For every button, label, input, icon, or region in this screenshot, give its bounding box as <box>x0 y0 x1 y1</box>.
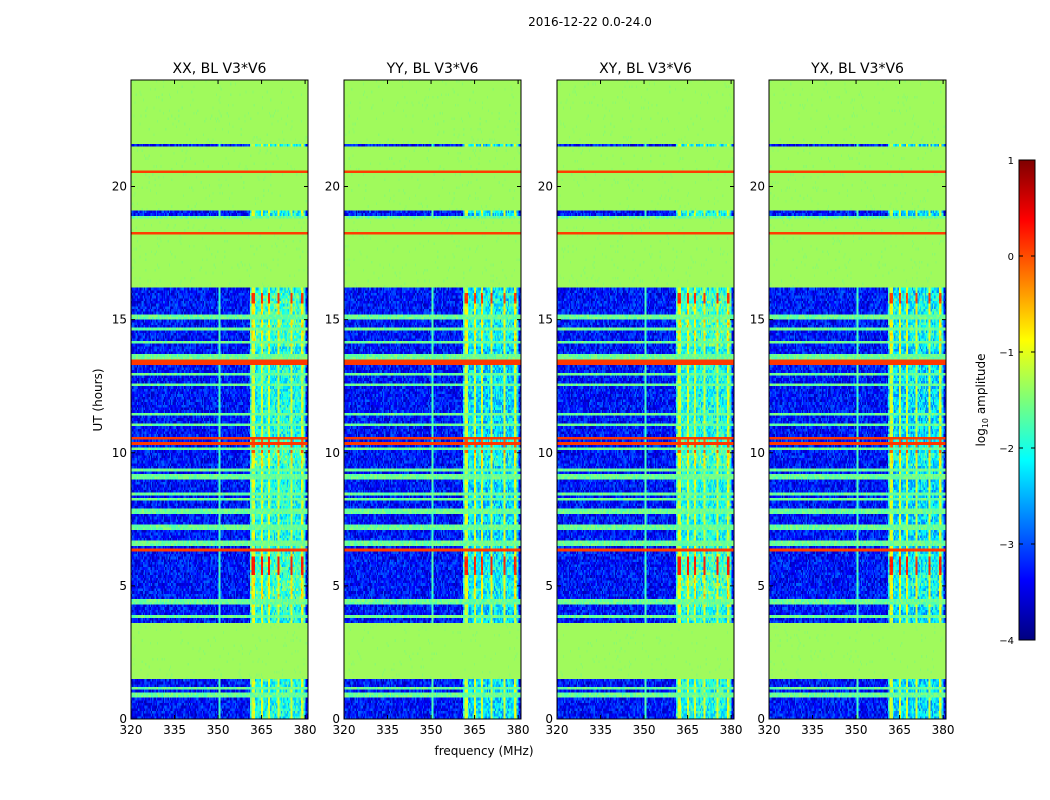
colorbar-gradient <box>1018 159 1036 641</box>
y-tick-label: 10 <box>112 446 127 460</box>
colorbar-label: log10 amplitude <box>974 354 990 447</box>
x-tick-label: 380 <box>932 723 955 737</box>
panel-heatmap <box>131 80 308 719</box>
y-axis-label: UT (hours) <box>91 368 105 431</box>
y-tick-label: 15 <box>112 313 127 327</box>
y-tick-label: 0 <box>332 712 340 726</box>
x-tick-label: 350 <box>633 723 656 737</box>
y-tick-label: 0 <box>757 712 765 726</box>
x-tick-label: 380 <box>720 723 743 737</box>
x-tick-label: 365 <box>676 723 699 737</box>
y-tick-label: 10 <box>750 446 765 460</box>
colorbar-tick-label: 1 <box>1008 156 1014 167</box>
y-tick-label: 20 <box>112 180 127 194</box>
panel-title: XX, BL V3*V6 <box>173 61 267 77</box>
y-tick-label: 10 <box>325 446 340 460</box>
y-tick-label: 10 <box>538 446 553 460</box>
panel-1: XX, BL V3*V6 320 335 350 365 380 0 5 10 15 20 <box>112 61 317 737</box>
panel-title: XY, BL V3*V6 <box>599 61 692 77</box>
x-tick-label: 335 <box>589 723 612 737</box>
panel-title: YY, BL V3*V6 <box>386 61 479 77</box>
panel-3: XY, BL V3*V6 320 335 350 365 380 0 5 10 15 20 <box>538 61 743 737</box>
y-tick-label: 0 <box>119 712 127 726</box>
x-tick-label: 335 <box>801 723 824 737</box>
x-tick-label: 380 <box>294 723 317 737</box>
colorbar-label-sub: 10 <box>981 418 990 428</box>
y-tick-label: 0 <box>545 712 553 726</box>
x-tick-label: 350 <box>420 723 443 737</box>
y-tick-label: 20 <box>325 180 340 194</box>
panel-heatmap <box>344 80 521 719</box>
panel-frame <box>556 79 735 720</box>
y-tick-label: 5 <box>119 579 127 593</box>
colorbar-tick-label: −2 <box>999 444 1014 455</box>
x-tick-label: 365 <box>888 723 911 737</box>
panel-frame <box>768 79 947 720</box>
y-tick-label: 5 <box>545 579 553 593</box>
colorbar-label-prefix: log <box>974 428 988 446</box>
colorbar-tick-label: −3 <box>999 540 1014 551</box>
x-tick-label: 335 <box>163 723 186 737</box>
colorbar-tick-label: 0 <box>1008 252 1014 263</box>
x-tick-label: 320 <box>120 723 143 737</box>
panel-frame <box>130 79 309 720</box>
y-tick-label: 15 <box>538 313 553 327</box>
y-tick-label: 15 <box>325 313 340 327</box>
panel-frame <box>343 79 522 720</box>
x-tick-label: 335 <box>376 723 399 737</box>
x-tick-label: 320 <box>758 723 781 737</box>
y-tick-label: 15 <box>750 313 765 327</box>
panel-title: YX, BL V3*V6 <box>810 61 904 77</box>
x-tick-label: 350 <box>207 723 230 737</box>
figure-suptitle: 2016-12-22 0.0-24.0 <box>528 15 652 29</box>
x-tick-label: 320 <box>546 723 569 737</box>
y-tick-label: 20 <box>750 180 765 194</box>
colorbar: 10−1−2−3−4 log10 amplitude <box>974 156 1036 647</box>
panel-2: YY, BL V3*V6 320 335 350 365 380 0 5 10 15 20 <box>325 61 530 737</box>
panel-heatmap <box>769 80 946 719</box>
x-tick-label: 365 <box>463 723 486 737</box>
x-tick-label: 320 <box>333 723 356 737</box>
colorbar-tick-label: −4 <box>999 636 1014 647</box>
panel-heatmap <box>557 80 734 719</box>
colorbar-ticks: 1 0 −1 −2 −3 −4 <box>999 156 1035 647</box>
panel-4: YX, BL V3*V6 320 335 350 365 380 0 5 10 15 20 <box>750 61 955 737</box>
x-tick-label: 350 <box>845 723 868 737</box>
y-tick-label: 20 <box>538 180 553 194</box>
colorbar-label-suffix: amplitude <box>974 354 988 418</box>
x-tick-label: 380 <box>507 723 530 737</box>
x-tick-label: 365 <box>250 723 273 737</box>
y-tick-label: 5 <box>332 579 340 593</box>
x-axis-label: frequency (MHz) <box>434 744 533 758</box>
y-tick-label: 5 <box>757 579 765 593</box>
colorbar-tick-label: −1 <box>999 348 1014 359</box>
